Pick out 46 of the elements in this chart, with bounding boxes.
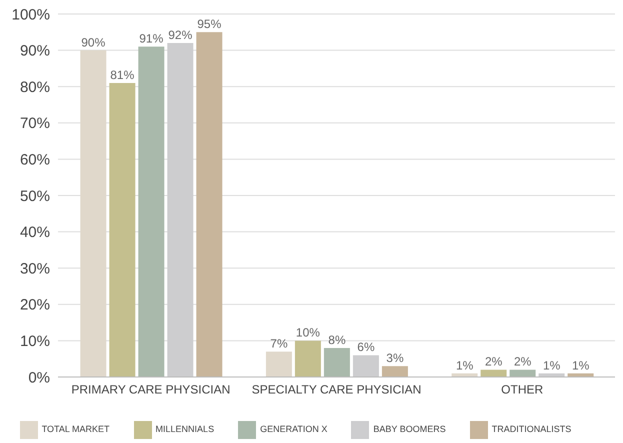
data-label: 1% xyxy=(456,358,474,372)
bar xyxy=(138,46,164,377)
data-label: 2% xyxy=(514,354,532,369)
y-tick-label: 60% xyxy=(20,152,50,169)
bar xyxy=(109,82,136,377)
legend-label: BABY BOOMERS xyxy=(373,424,446,434)
y-tick-label: 90% xyxy=(20,42,50,60)
data-label: 81% xyxy=(110,68,135,82)
bar xyxy=(382,366,408,377)
data-label: 7% xyxy=(270,336,288,351)
x-tick-label: PRIMARY CARE PHYSICIAN xyxy=(71,382,230,397)
bar xyxy=(80,50,106,377)
legend-label: TRADITIONALISTS xyxy=(492,424,572,434)
y-tick-label: 20% xyxy=(20,296,50,314)
legend-label: GENERATION X xyxy=(260,424,328,434)
data-label: 10% xyxy=(296,326,320,340)
data-label: 90% xyxy=(81,35,106,50)
data-label: 3% xyxy=(386,351,404,366)
bar xyxy=(294,340,321,377)
y-tick-label: 100% xyxy=(12,6,50,24)
y-tick-label: 80% xyxy=(20,78,50,96)
bar xyxy=(480,370,507,377)
bar xyxy=(352,355,379,377)
y-tick-label: 40% xyxy=(20,224,50,242)
bar xyxy=(510,370,536,377)
data-label: 92% xyxy=(168,28,193,42)
bar xyxy=(324,348,350,377)
y-tick-label: 10% xyxy=(20,333,50,350)
data-label: 91% xyxy=(139,32,164,46)
data-label: 8% xyxy=(328,332,346,347)
bar xyxy=(266,352,292,377)
x-tick-label: SPECIALTY CARE PHYSICIAN xyxy=(252,382,422,397)
legend-label: MILLENNIALS xyxy=(156,424,214,434)
y-tick-label: 50% xyxy=(20,188,50,205)
data-label: 2% xyxy=(484,354,503,369)
x-tick-label: OTHER xyxy=(501,382,544,397)
data-label: 1% xyxy=(542,358,561,372)
data-label: 1% xyxy=(572,358,590,372)
legend-label: TOTAL MARKET xyxy=(42,424,110,434)
bar xyxy=(167,43,194,377)
data-label: 6% xyxy=(357,340,375,354)
y-tick-label: 70% xyxy=(20,115,50,132)
y-tick-label: 0% xyxy=(28,369,50,386)
bar xyxy=(196,32,222,377)
data-label: 95% xyxy=(197,17,222,32)
y-tick-label: 30% xyxy=(20,260,50,278)
